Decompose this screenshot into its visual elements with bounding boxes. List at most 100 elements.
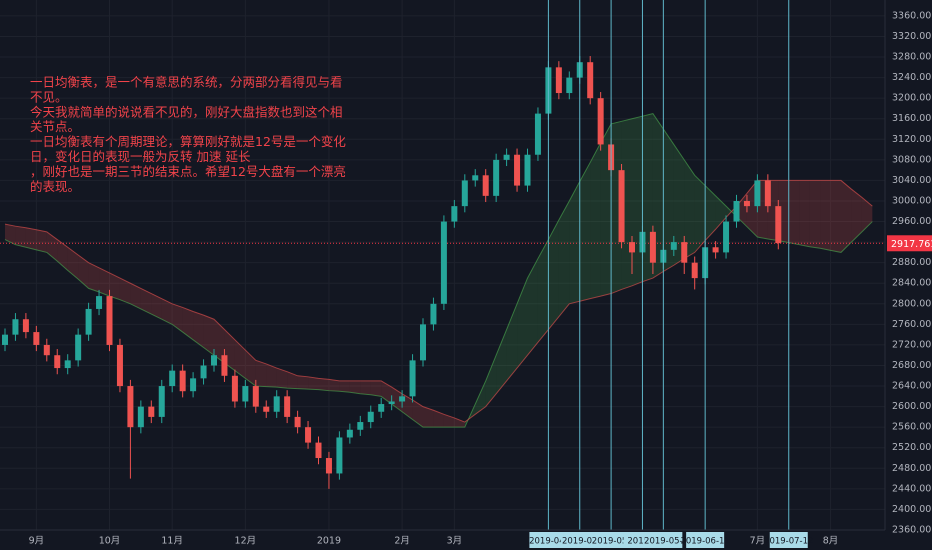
annotation-line: 日，变化日的表现一般为反转 加速 延长 — [30, 149, 251, 164]
last-price-label: 2917.761 — [891, 239, 932, 250]
candle-body — [305, 427, 312, 443]
candle-body — [336, 437, 343, 474]
candle-body — [764, 180, 771, 207]
y-tick-label: 2480.00 — [892, 463, 931, 474]
candle-body — [670, 242, 677, 250]
cloud-segment — [287, 371, 298, 389]
y-tick-label: 3000.00 — [892, 195, 931, 206]
cycle-label: 2019-05- — [644, 537, 683, 547]
cloud-segment — [537, 239, 549, 343]
candle-body — [127, 386, 134, 428]
x-tick-label: 12月 — [235, 536, 257, 547]
candle-body — [158, 386, 165, 417]
y-tick-label: 2440.00 — [892, 483, 931, 494]
cloud-segment — [423, 406, 434, 428]
annotation: 一日均衡表，是一个有意思的系统，分两部分看得见与看不见。今天我就简单的说说看不见… — [30, 75, 346, 194]
y-tick-label: 2360.00 — [892, 525, 931, 536]
candle-body — [733, 200, 740, 222]
x-tick-label: 9月 — [29, 536, 45, 547]
candle-body — [681, 242, 688, 263]
candle-body — [524, 154, 531, 186]
candle-body — [2, 334, 8, 345]
candle-body — [691, 262, 698, 279]
candle-body — [534, 113, 541, 155]
candle-body — [743, 200, 750, 207]
cloud-segment — [214, 319, 225, 363]
cloud-segment — [99, 267, 110, 297]
y-tick-label: 3160.00 — [892, 113, 931, 124]
candle-body — [22, 319, 29, 333]
axes: 2360.00 2400.00 2440.00 2480.00 2520.00 2560.… — [29, 10, 932, 548]
y-tick-label: 2640.00 — [892, 381, 931, 392]
cycle-label-box — [644, 532, 683, 548]
cloud-segment — [255, 360, 267, 387]
candle-body — [294, 416, 301, 428]
candle-body — [252, 386, 259, 407]
candle-body — [231, 375, 238, 402]
cloud-segment — [57, 239, 68, 271]
candle-body — [242, 386, 249, 402]
y-tick-label: 2400.00 — [892, 504, 931, 515]
cloud-segment — [245, 350, 256, 387]
cloud-segment — [78, 254, 89, 289]
y-tick-label: 2800.00 — [892, 298, 931, 309]
cloud-segment — [172, 303, 183, 333]
candle-body — [137, 406, 144, 428]
cloud-segment — [140, 288, 152, 315]
candle-body — [409, 360, 416, 397]
cloud-segment — [67, 247, 79, 280]
candle-body — [472, 175, 479, 181]
cloud-segment — [433, 410, 444, 428]
candle-body — [399, 396, 406, 402]
candle-body — [148, 406, 155, 417]
candle-body — [43, 344, 50, 356]
cycle-label-box — [592, 532, 631, 548]
cycle-label: 2019-06-11 — [680, 537, 729, 547]
candle-body — [618, 170, 625, 243]
cloud-segment — [799, 180, 810, 247]
cloud-segment — [632, 116, 643, 286]
cloud-segment — [360, 380, 371, 395]
candle-body — [325, 458, 332, 474]
x-tick-label: 3月 — [447, 536, 463, 547]
cloud-segment — [590, 142, 601, 299]
y-tick-label: 3280.00 — [892, 52, 931, 63]
cloud-segment — [841, 180, 852, 253]
cloud-segment — [412, 399, 423, 428]
candle-body — [367, 411, 374, 423]
cloud-segment — [130, 283, 141, 309]
cloud-segment — [809, 180, 821, 249]
cloud-segment — [318, 378, 329, 391]
last-price-box — [887, 235, 932, 252]
cloud-segment — [349, 380, 361, 394]
candle-body — [75, 334, 82, 361]
cloud-segment — [193, 311, 204, 348]
cloud-segment — [684, 159, 695, 259]
y-tick-label: 3240.00 — [892, 72, 931, 83]
candle-body — [190, 378, 197, 392]
candle-body — [179, 370, 186, 392]
annotation-line: 今天我就简单的说说看不见的，刚好大盘指数也到这个相 — [30, 104, 343, 119]
x-tick-label: 8月 — [823, 536, 839, 547]
candle-body — [566, 77, 573, 94]
candle-body — [388, 401, 395, 405]
cloud-segment — [558, 200, 570, 317]
x-tick-label: 11月 — [161, 536, 183, 547]
cloud-segment — [46, 231, 58, 262]
cycle-label-box — [560, 532, 599, 548]
cloud-segment — [36, 229, 47, 253]
cloud-segment — [161, 298, 173, 325]
candle-body — [221, 355, 228, 376]
y-tick-label: 2720.00 — [892, 339, 931, 350]
cycle-label: 2019-05- — [592, 537, 631, 547]
cloud-segment — [694, 175, 706, 253]
candle-body — [315, 442, 322, 459]
cloud-segment — [548, 220, 559, 330]
candle-body — [597, 98, 604, 145]
y-tick-label: 2760.00 — [892, 319, 931, 330]
cloud-segment — [151, 293, 162, 320]
candle-body — [273, 396, 280, 412]
cycle-label: 2019-04 — [562, 537, 598, 547]
